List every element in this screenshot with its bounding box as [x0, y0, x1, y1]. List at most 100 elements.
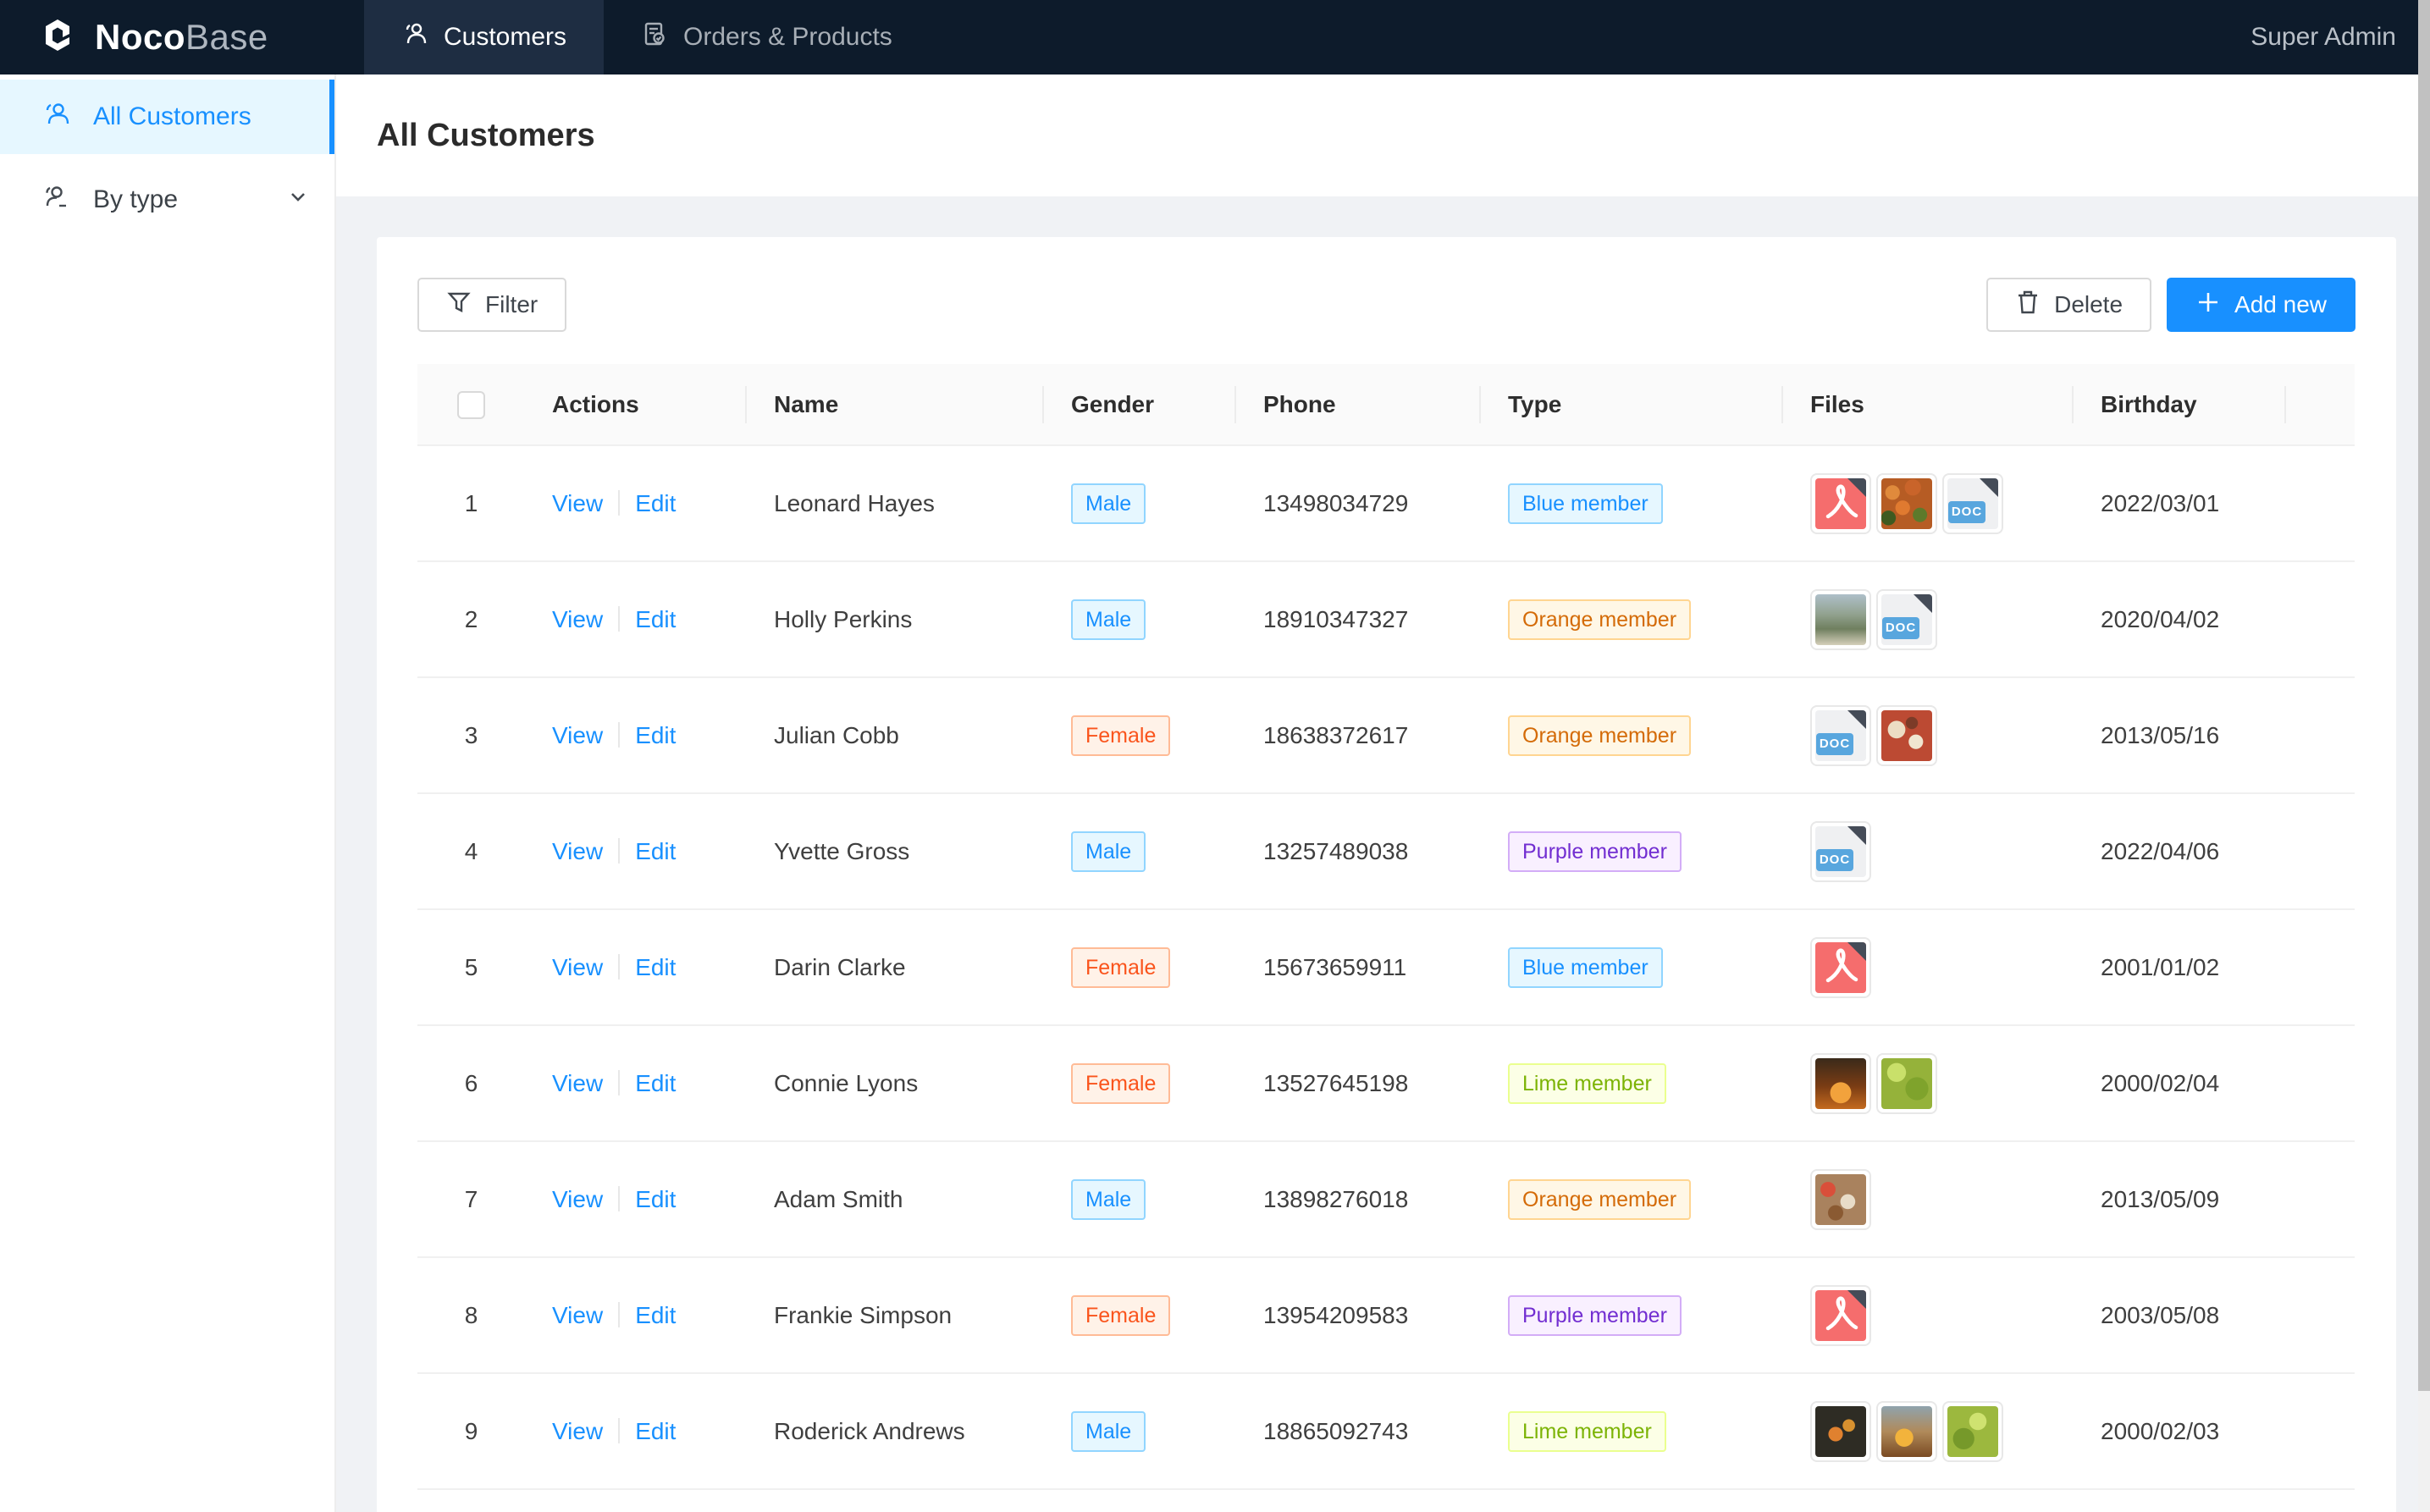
sidebar-item-label: By type — [93, 185, 179, 213]
gender-cell: Male — [1044, 793, 1236, 910]
type-cell: Orange member — [1481, 677, 1783, 794]
birthday-cell: 2000/02/03 — [2074, 1373, 2286, 1490]
pdf-file-thumbnail[interactable] — [1810, 1284, 1871, 1346]
customer-name-cell: Darin Clarke — [747, 909, 1044, 1026]
nocobase-logo[interactable]: NocoBase — [0, 0, 364, 74]
spacer-cell — [2286, 677, 2355, 794]
row-index: 4 — [417, 793, 525, 910]
birthday-cell: 2001/01/02 — [2074, 909, 2286, 1026]
member-type-tag: Purple member — [1508, 830, 1682, 872]
column-birthday: Birthday — [2074, 364, 2286, 446]
row-actions-cell: View Edit — [525, 561, 747, 678]
customer-name-cell: Connie Lyons — [747, 1025, 1044, 1142]
orders-icon — [641, 20, 668, 54]
doc-file-thumbnail[interactable]: DOC — [1942, 472, 2003, 534]
image-file-thumbnail[interactable] — [1942, 1400, 2003, 1462]
view-link[interactable]: View — [552, 1301, 604, 1328]
edit-link[interactable]: Edit — [635, 489, 677, 516]
edit-link[interactable]: Edit — [635, 837, 677, 864]
image-file-thumbnail[interactable] — [1876, 1052, 1937, 1114]
image-file-thumbnail[interactable] — [1810, 588, 1871, 650]
doc-file-thumbnail[interactable]: DOC — [1810, 704, 1871, 766]
phone-cell: 15673659911 — [1236, 909, 1481, 1026]
sidebar-item-all-customers[interactable]: All Customers — [0, 80, 334, 154]
image-file-thumbnail[interactable] — [1810, 1400, 1871, 1462]
pdf-file-thumbnail[interactable] — [1810, 472, 1871, 534]
birthday-cell: 2022/03/01 — [2074, 445, 2286, 562]
gender-cell: Male — [1044, 1141, 1236, 1258]
spacer-cell — [2286, 793, 2355, 910]
phone-cell: 13257489038 — [1236, 793, 1481, 910]
pdf-icon — [1825, 947, 1858, 982]
doc-icon-label: DOC — [1882, 616, 1919, 639]
scrollbar-thumb[interactable] — [2418, 0, 2430, 1392]
chevron-down-icon[interactable] — [287, 185, 309, 214]
link-divider — [618, 605, 621, 632]
sidebar: All Customers By type — [0, 74, 336, 1512]
edit-link[interactable]: Edit — [635, 1417, 677, 1444]
pdf-file-thumbnail[interactable] — [1810, 936, 1871, 998]
logo-text: NocoBase — [95, 17, 268, 57]
doc-file-thumbnail[interactable]: DOC — [1810, 820, 1871, 882]
nocobase-cube-icon — [37, 15, 78, 60]
image-file-thumbnail[interactable] — [1876, 472, 1937, 534]
image-file-thumbnail[interactable] — [1876, 704, 1937, 766]
column-spacer — [2286, 364, 2355, 446]
files-list: DOC — [1810, 472, 2074, 534]
image-file-thumbnail[interactable] — [1876, 1400, 1937, 1462]
edit-link[interactable]: Edit — [635, 1185, 677, 1212]
sidebar-item-by-type[interactable]: By type — [0, 163, 334, 237]
spacer-cell — [2286, 1141, 2355, 1258]
image-file-thumbnail[interactable] — [1810, 1168, 1871, 1230]
gender-cell: Male — [1044, 561, 1236, 678]
select-all-checkbox[interactable] — [457, 390, 485, 419]
edit-link[interactable]: Edit — [635, 1301, 677, 1328]
doc-file-thumbnail[interactable]: DOC — [1876, 588, 1937, 650]
table-row: 3 View Edit Julian Cobb Female 18638372617 Ora… — [417, 677, 2355, 794]
user-group-icon — [41, 181, 71, 218]
files-list — [1810, 1284, 2074, 1346]
tab-orders-products[interactable]: Orders & Products — [604, 0, 930, 74]
edit-link[interactable]: Edit — [635, 1069, 677, 1096]
files-list: DOC — [1810, 820, 2074, 882]
gender-cell: Female — [1044, 909, 1236, 1026]
customer-name-cell: Leonard Hayes — [747, 445, 1044, 562]
member-type-tag: Purple member — [1508, 1294, 1682, 1336]
table-toolbar: Filter D — [417, 278, 2355, 332]
add-new-button[interactable]: Add new — [2167, 278, 2355, 332]
edit-link[interactable]: Edit — [635, 721, 677, 748]
topbar-spacer — [930, 0, 2251, 74]
tab-customers[interactable]: Customers — [364, 0, 605, 74]
current-user-menu[interactable]: Super Admin — [2251, 23, 2396, 51]
view-link[interactable]: View — [552, 1417, 604, 1444]
gender-tag: Male — [1071, 830, 1146, 872]
table-row: 9 View Edit Roderick Andrews Male 18865092743… — [417, 1373, 2355, 1490]
row-index: 9 — [417, 1373, 525, 1490]
view-link[interactable]: View — [552, 605, 604, 632]
view-link[interactable]: View — [552, 837, 604, 864]
edit-link[interactable]: Edit — [635, 605, 677, 632]
doc-icon-label: DOC — [1816, 848, 1853, 871]
files-list — [1810, 1400, 2074, 1462]
view-link[interactable]: View — [552, 953, 604, 980]
row-index: 1 — [417, 445, 525, 562]
doc-icon-label: DOC — [1816, 732, 1853, 755]
image-file-thumbnail[interactable] — [1810, 1052, 1871, 1114]
pdf-icon — [1825, 483, 1858, 518]
doc-icon-label: DOC — [1948, 500, 1985, 523]
view-link[interactable]: View — [552, 489, 604, 516]
spacer-cell — [2286, 1025, 2355, 1142]
view-link[interactable]: View — [552, 721, 604, 748]
gender-tag: Female — [1071, 1294, 1171, 1336]
vertical-scrollbar[interactable] — [2418, 0, 2430, 1512]
member-type-tag: Lime member — [1508, 1410, 1666, 1452]
edit-link[interactable]: Edit — [635, 953, 677, 980]
view-link[interactable]: View — [552, 1069, 604, 1096]
row-actions-cell: View Edit — [525, 445, 747, 562]
view-link[interactable]: View — [552, 1185, 604, 1212]
link-divider — [618, 1185, 621, 1211]
column-select — [417, 364, 525, 446]
filter-button[interactable]: Filter — [417, 278, 567, 332]
delete-button[interactable]: Delete — [1986, 278, 2152, 332]
